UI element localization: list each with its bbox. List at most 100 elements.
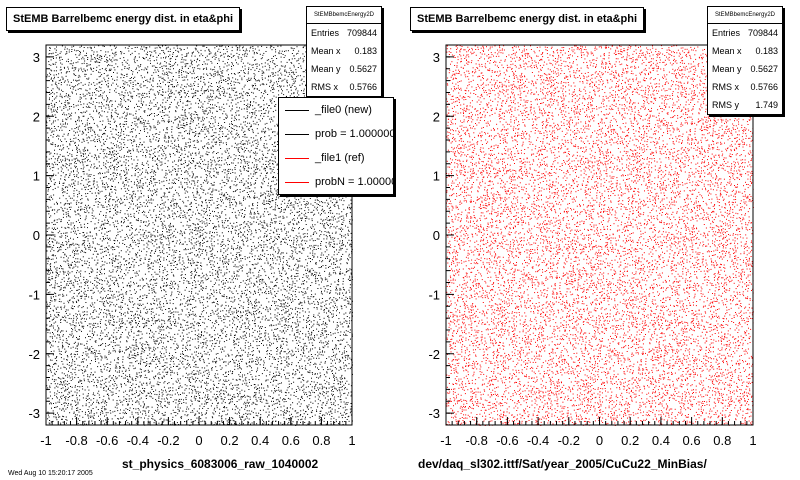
scatter-point [52,164,54,166]
scatter-point [56,203,58,204]
scatter-point [59,197,61,199]
scatter-point [121,99,123,101]
scatter-point [195,95,197,97]
scatter-point [75,105,77,107]
scatter-point [105,127,106,129]
scatter-point [185,196,187,198]
scatter-point [242,140,244,141]
scatter-point [195,147,197,149]
scatter-point [262,154,264,156]
scatter-point [116,76,118,78]
scatter-point [131,158,132,160]
scatter-point [211,89,213,91]
scatter-point [286,81,288,83]
scatter-point [193,174,194,176]
scatter-point [260,58,262,60]
scatter-point [211,56,213,58]
scatter-point [262,158,264,160]
scatter-point [86,119,88,121]
scatter-point [159,80,160,82]
scatter-point [218,48,220,50]
scatter-point [96,181,98,183]
scatter-point [73,73,75,75]
scatter-point [153,60,155,62]
scatter-point [202,120,204,122]
scatter-point [131,122,133,124]
scatter-point [201,93,203,95]
scatter-point [103,77,105,79]
scatter-point [161,158,163,160]
scatter-point [195,133,197,135]
scatter-point [195,176,197,178]
scatter-point [249,197,251,199]
scatter-point [226,174,228,176]
scatter-point [188,196,190,198]
scatter-point [265,164,267,165]
scatter-point [214,161,216,163]
scatter-point [217,198,219,200]
scatter-point [111,100,113,102]
scatter-point [200,80,202,82]
scatter-point [277,141,278,143]
scatter-point [86,156,88,158]
scatter-point [236,147,238,149]
scatter-point [295,71,297,73]
scatter-point [287,202,289,204]
scatter-point [145,47,147,48]
scatter-point [190,153,192,155]
scatter-point [174,99,176,101]
scatter-point [136,168,138,170]
scatter-point [184,63,186,65]
scatter-point [88,82,90,84]
scatter-point [99,173,101,175]
scatter-point [197,50,199,52]
scatter-point [222,133,224,135]
scatter-point [202,55,204,57]
scatter-point [250,167,252,169]
scatter-point [249,50,250,52]
scatter-point [54,161,56,163]
scatter-point [206,59,208,61]
scatter-point [257,159,259,161]
scatter-point [268,76,270,78]
scatter-point [207,167,209,169]
scatter-point [74,160,76,162]
scatter-point [165,74,167,75]
scatter-point [113,172,115,174]
scatter-point [74,184,76,186]
scatter-point [295,80,296,82]
scatter-point [253,78,255,79]
scatter-point [171,92,173,94]
scatter-point [165,154,167,156]
scatter-point [46,165,48,167]
scatter-point [220,45,222,47]
scatter-point [161,73,163,75]
scatter-point [228,170,230,172]
scatter-point [89,152,91,154]
scatter-point [108,108,110,110]
scatter-point [53,194,55,196]
scatter-point [252,112,254,114]
scatter-point [68,94,70,96]
scatter-point [268,195,270,197]
scatter-point [175,58,177,60]
scatter-point [140,116,142,118]
scatter-point [66,200,68,202]
scatter-point [194,182,196,184]
scatter-point [269,118,271,120]
scatter-point [61,129,63,131]
scatter-point [291,72,293,73]
scatter-point [115,112,117,114]
scatter-point [182,200,184,202]
scatter-point [65,202,67,204]
scatter-point [274,149,276,151]
scatter-point [225,151,227,153]
scatter-point [180,124,182,126]
scatter-point [72,179,74,181]
scatter-point [134,193,136,195]
scatter-point [200,163,201,165]
scatter-point [134,60,135,62]
scatter-point [273,87,274,89]
scatter-point [52,88,54,90]
scatter-point [184,189,185,191]
